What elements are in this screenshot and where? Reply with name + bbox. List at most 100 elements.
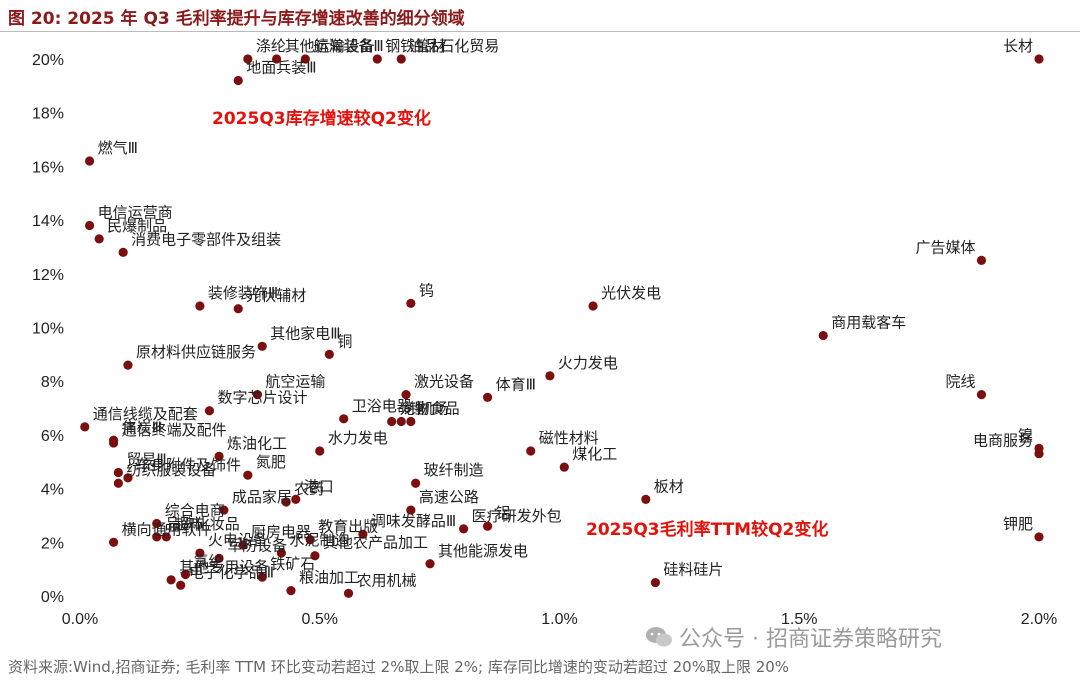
data-point: [80, 422, 90, 432]
data-point-label: 燃气Ⅲ: [98, 139, 138, 157]
data-point-label: 农用机械: [357, 571, 417, 589]
y-axis-note: 2025Q3库存增速较Q2变化: [212, 108, 431, 129]
data-point: [84, 156, 95, 166]
data-point: [1034, 449, 1044, 459]
data-point-label: 氯纶: [193, 553, 223, 571]
data-point-label: 民爆制品: [107, 217, 167, 235]
data-point: [976, 255, 987, 265]
data-point-label: 电信运营商: [98, 203, 173, 221]
data-point-label: 光伏辅材: [246, 287, 306, 305]
x-tick-label: 1.0%: [541, 611, 577, 628]
data-point: [214, 451, 224, 461]
figure-title: 图 20: 2025 年 Q3 毛利率提升与库存增速改善的细分领域: [8, 9, 465, 29]
data-point: [343, 588, 354, 598]
data-point: [425, 559, 435, 569]
data-point-label: 水泥制造: [289, 531, 349, 549]
data-point-label: 广告媒体: [915, 238, 975, 256]
data-point-label: 铁矿石: [270, 555, 315, 573]
data-point-label: 其他运输设备: [285, 37, 375, 55]
data-point-label: 钨: [419, 281, 434, 299]
data-point: [396, 54, 406, 64]
data-point: [252, 390, 263, 400]
data-point: [286, 586, 296, 596]
data-point-label: 原材料供应链服务: [136, 343, 256, 361]
data-point: [161, 532, 171, 542]
y-tick-label: 6%: [41, 428, 64, 445]
data-point-label: 调味发酵品Ⅲ: [371, 512, 456, 530]
y-tick-label: 4%: [41, 482, 64, 499]
data-point-label: 综合电商: [165, 502, 225, 520]
x-tick-label: 0.0%: [62, 611, 98, 628]
data-point: [641, 494, 651, 504]
data-point-label: 镍: [1018, 426, 1033, 444]
watermark: 公众号 · 招商证券策略研究: [645, 621, 942, 653]
y-tick-label: 10%: [32, 321, 64, 338]
data-point-label: 超市: [174, 515, 204, 533]
data-point-label: 炼油化工: [227, 434, 287, 452]
data-point: [166, 575, 176, 585]
data-point-label: 农药: [294, 480, 324, 498]
data-point-label: 其他家电Ⅲ: [270, 324, 340, 342]
data-point-label: 硅料硅片: [663, 561, 723, 579]
data-point-label: 车身附件及饰件: [136, 456, 241, 474]
data-point: [108, 438, 119, 448]
data-point-label: 电子化学品Ⅲ: [189, 563, 274, 581]
data-point: [396, 416, 406, 427]
data-point-label: 其他农产品加工: [323, 534, 428, 552]
data-point: [219, 505, 229, 515]
x-tick-label: 1.5%: [781, 611, 817, 628]
data-point-label: 煤化工: [572, 445, 617, 463]
data-point: [204, 406, 215, 416]
data-point-label: 电商服务: [973, 432, 1033, 450]
data-point: [406, 298, 416, 308]
data-point: [238, 540, 248, 550]
data-point: [650, 577, 661, 588]
data-point: [406, 416, 416, 427]
data-point-label: 成品家居: [232, 488, 292, 506]
data-point: [324, 349, 334, 359]
data-point: [243, 54, 253, 64]
data-point: [559, 462, 569, 472]
source-note: 资料来源:Wind,招商证券; 毛利率 TTM 环比变动若超过 2%取上限 2%…: [8, 658, 790, 676]
x-axis-ticks: 0.0% 0.5% 1.0% 1.5% 2.0%: [62, 611, 1057, 628]
data-point: [180, 569, 191, 580]
data-point-label: 板材: [654, 477, 684, 495]
data-point-label: 其他能源发电: [438, 542, 528, 560]
data-point-label: 玻纤制造: [424, 461, 484, 479]
data-point-label: 横向通用软件: [122, 520, 212, 538]
data-point-label: 火力发电: [558, 354, 618, 372]
x-tick-label: 2.0%: [1021, 611, 1057, 628]
data-point-label: 其他专用设备: [179, 558, 269, 576]
data-point: [1034, 54, 1044, 64]
y-tick-label: 2%: [41, 535, 64, 552]
data-point: [233, 75, 243, 86]
data-point-label: 数字芯片设计: [217, 389, 307, 407]
data-point: [108, 537, 119, 547]
data-point: [1034, 532, 1044, 542]
data-point-label: 院线: [945, 373, 975, 391]
data-point-label: 锂: [409, 399, 424, 417]
data-point: [372, 54, 382, 64]
x-tick-label: 0.5%: [302, 611, 338, 628]
data-point-label: 长材: [1003, 37, 1033, 55]
data-point-label: 氮肥: [256, 453, 286, 471]
x-axis-note: 2025Q3毛利率TTM较Q2变化: [586, 519, 828, 540]
y-tick-label: 8%: [41, 374, 64, 391]
data-point-label: 贸易Ⅲ: [126, 450, 166, 468]
data-point-label: 通信终端及配件: [122, 421, 227, 439]
y-axis-ticks: 0% 2% 4% 6% 8% 10% 12% 14% 16% 18% 20%: [32, 52, 64, 606]
data-point: [113, 467, 123, 478]
data-point-label: 卫浴电器: [352, 397, 412, 415]
data-point-label: 纺织服装设备: [126, 461, 216, 479]
data-point-label: 港口: [304, 477, 334, 495]
data-point-label: 磁性材料: [539, 429, 599, 447]
data-point-label: 医疗研发外包: [472, 507, 562, 525]
data-point: [195, 548, 205, 558]
data-point: [482, 521, 493, 531]
data-point: [387, 416, 397, 427]
data-point-label: 体育Ⅲ: [496, 375, 536, 393]
data-point-label: 通信线缆及配套: [93, 405, 198, 423]
data-point: [176, 580, 186, 590]
data-point-label: 地面兵装Ⅲ: [246, 58, 316, 76]
